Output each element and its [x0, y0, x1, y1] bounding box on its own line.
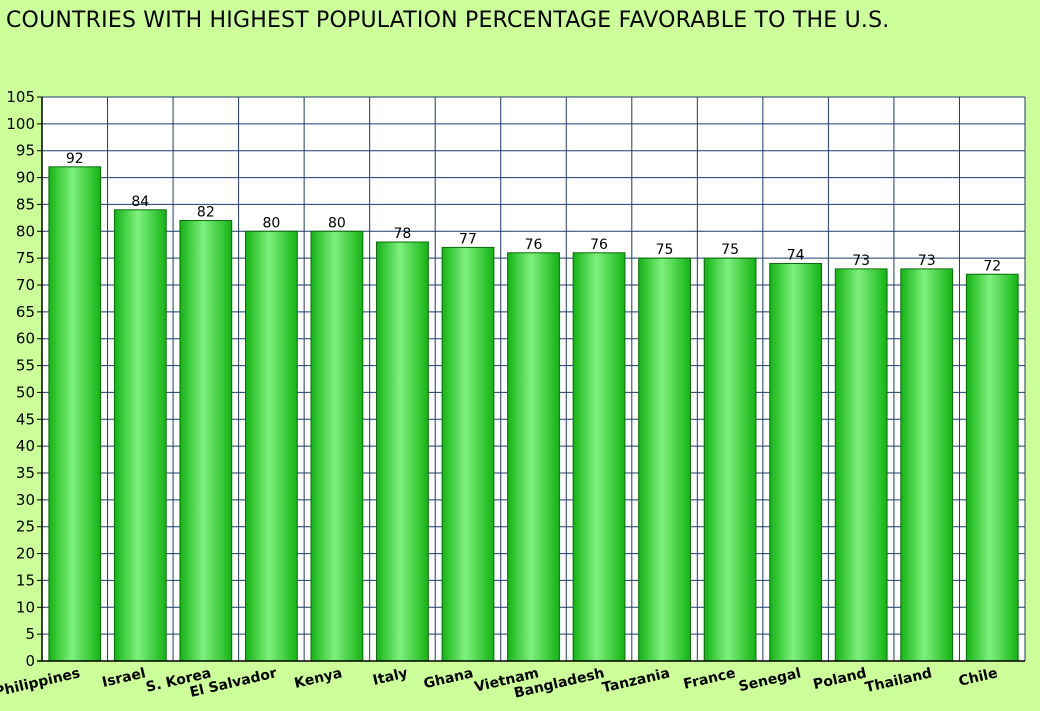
bar — [703, 257, 757, 662]
bar — [769, 263, 823, 662]
bar — [310, 230, 364, 662]
y-tick-label: 65 — [16, 303, 35, 321]
y-tick-label: 75 — [16, 249, 35, 267]
x-tick-label: Italy — [371, 665, 409, 689]
y-tick-label: 10 — [16, 598, 35, 616]
x-tick-label: France — [682, 665, 737, 692]
data-label: 76 — [525, 237, 543, 253]
y-tick-label: 85 — [16, 195, 35, 213]
bar — [441, 246, 495, 662]
bar — [638, 257, 691, 662]
y-tick-label: 25 — [16, 518, 35, 536]
data-label: 84 — [131, 194, 149, 210]
x-tick-label: Tanzania — [601, 665, 672, 696]
y-tick-label: 90 — [16, 169, 35, 187]
data-labels: 92 84 82 80 80 78 77 76 76 75 75 74 73 73 72 — [66, 151, 1001, 274]
x-tick-label: Poland — [812, 665, 868, 693]
bar — [376, 241, 429, 662]
bar — [965, 273, 1019, 662]
bar — [244, 230, 298, 662]
y-tick-label: 100 — [6, 115, 35, 133]
data-label: 76 — [590, 237, 608, 253]
data-label: 82 — [197, 205, 215, 221]
y-tick-label: 105 — [6, 88, 35, 106]
y-tick-label: 35 — [16, 464, 35, 482]
y-tick-label: 40 — [16, 437, 35, 455]
y-tick-label: 55 — [16, 357, 35, 375]
y-tick-label: 45 — [16, 410, 35, 428]
data-label: 73 — [918, 253, 936, 269]
data-label: 75 — [656, 242, 674, 258]
y-tick-label: 80 — [16, 222, 35, 240]
bar — [507, 252, 560, 662]
bar — [48, 166, 102, 662]
y-tick-label: 5 — [25, 625, 35, 643]
data-label: 92 — [66, 151, 84, 167]
x-tick-label: Thailand — [864, 665, 934, 696]
chart-title: COUNTRIES WITH HIGHEST POPULATION PERCEN… — [6, 8, 890, 33]
y-tick-label: 15 — [16, 571, 35, 589]
y-tick-label: 95 — [16, 142, 35, 160]
x-tick-label: Chile — [957, 665, 999, 689]
y-axis-ticks: 0 5 10 15 20 25 30 35 40 45 50 55 60 65 70 75 80 85 90 95 10… — [6, 88, 42, 670]
x-tick-label: Philippines — [0, 665, 82, 700]
y-tick-label: 30 — [16, 491, 35, 509]
x-tick-label: Kenya — [293, 665, 344, 692]
data-label: 73 — [852, 253, 870, 269]
bar — [179, 220, 233, 662]
y-tick-label: 0 — [25, 652, 35, 670]
y-tick-label: 70 — [16, 276, 35, 294]
y-tick-label: 20 — [16, 545, 35, 563]
x-tick-label: Israel — [101, 665, 148, 691]
bars — [48, 166, 1019, 662]
data-label: 72 — [983, 258, 1001, 274]
y-tick-label: 50 — [16, 383, 35, 401]
data-label: 80 — [328, 215, 346, 231]
data-label: 75 — [721, 242, 739, 258]
data-label: 78 — [394, 226, 412, 242]
bar — [572, 252, 626, 662]
data-label: 77 — [459, 231, 477, 247]
data-label: 80 — [262, 215, 280, 231]
bar — [834, 268, 888, 662]
x-tick-label: Ghana — [422, 665, 475, 692]
bar — [900, 268, 954, 662]
y-tick-label: 60 — [16, 330, 35, 348]
x-tick-label: Senegal — [737, 665, 802, 695]
bar — [113, 209, 167, 662]
data-label: 74 — [787, 248, 805, 264]
